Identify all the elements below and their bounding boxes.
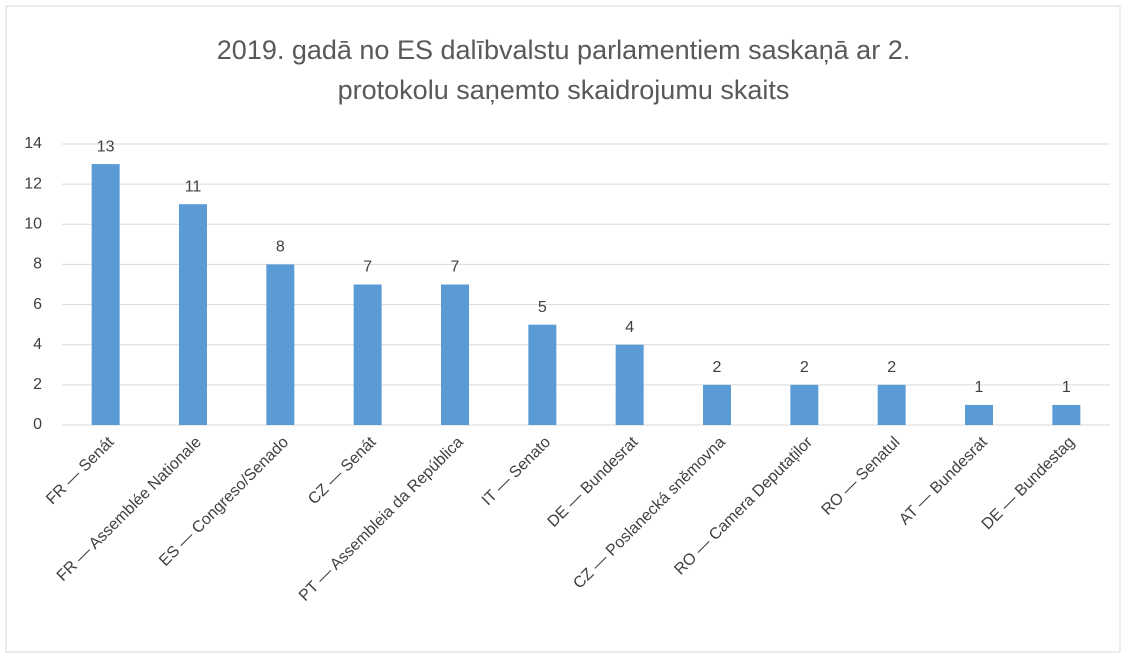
bar	[266, 264, 295, 425]
y-tick-label: 14	[24, 135, 42, 152]
y-tick-label: 12	[24, 175, 42, 192]
data-label: 8	[276, 239, 285, 256]
bar	[353, 284, 382, 425]
bar	[91, 164, 120, 426]
bar	[179, 204, 207, 425]
y-tick-label: 8	[33, 256, 42, 273]
data-label: 1	[975, 379, 984, 396]
bar	[528, 324, 557, 425]
y-tick-label: 10	[24, 216, 42, 233]
bar	[965, 404, 993, 425]
bar	[1052, 404, 1081, 425]
data-label: 13	[97, 138, 115, 155]
data-label: 2	[713, 359, 722, 376]
y-tick-label: 2	[33, 376, 42, 393]
bar	[615, 344, 644, 425]
data-label: 7	[451, 259, 460, 276]
y-tick-label: 6	[33, 296, 42, 313]
data-label: 2	[887, 359, 896, 376]
y-tick-label: 0	[33, 416, 42, 433]
data-label: 7	[363, 259, 372, 276]
bar	[441, 284, 469, 425]
data-label: 11	[185, 178, 202, 195]
data-label: 2	[800, 359, 809, 376]
bar	[877, 384, 906, 425]
chart-title: 2019. gadā no ES dalībvalstu parlamentie…	[216, 35, 911, 105]
bar	[703, 384, 731, 425]
y-tick-label: 4	[33, 336, 42, 353]
data-label: 5	[538, 299, 547, 316]
data-label: 1	[1062, 379, 1071, 396]
bar	[790, 384, 819, 425]
data-label: 4	[625, 319, 634, 336]
